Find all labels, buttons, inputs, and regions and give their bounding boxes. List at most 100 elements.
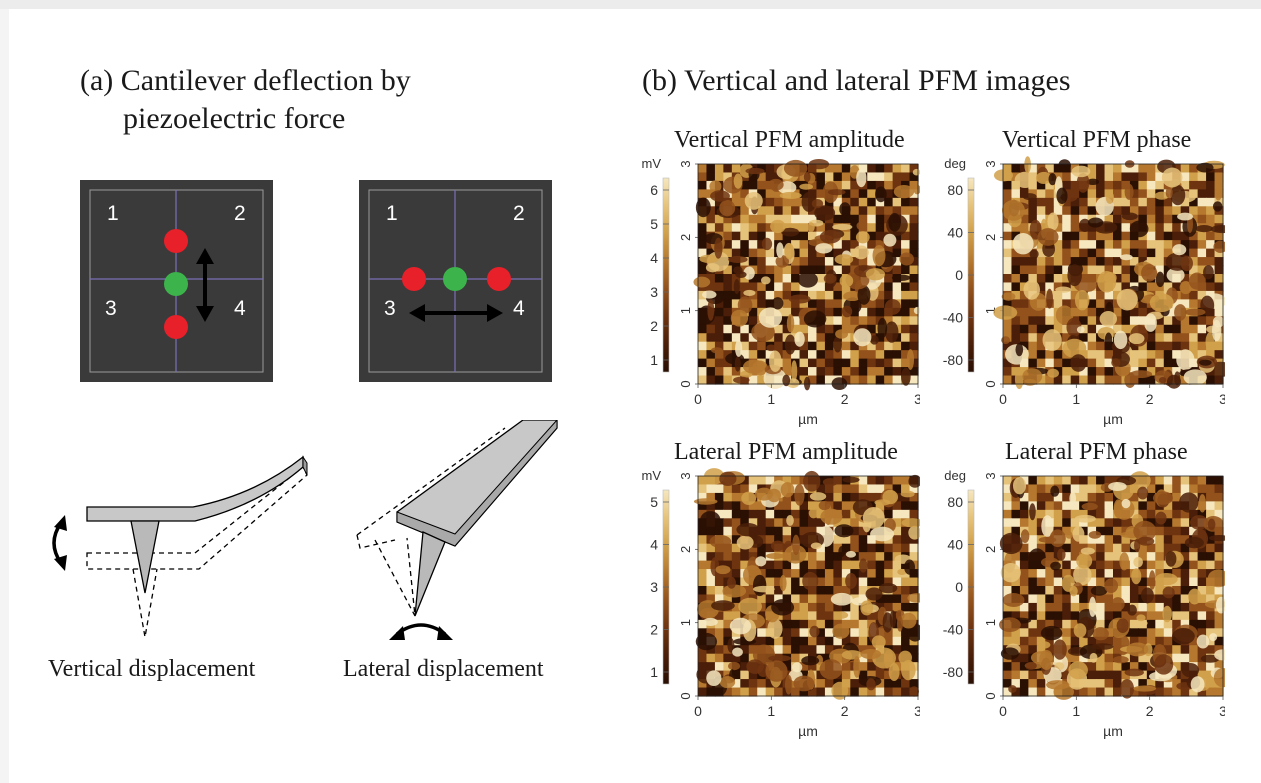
quadrant-label-3: 3 xyxy=(105,297,117,320)
y-axis-tick-label: 1 xyxy=(983,307,998,314)
color-scale-tick-label: 80 xyxy=(947,182,963,198)
color-scale-tick-label: 4 xyxy=(650,250,658,266)
quadrant-label-4: 4 xyxy=(234,297,246,320)
y-axis-tick-label: 0 xyxy=(983,692,998,699)
pfm-image-lateral-amplitude: mV 5 4 3 2 1 3 2 1 00 1 2 3 µm xyxy=(642,468,920,739)
color-scale-tick-label: 40 xyxy=(947,537,963,553)
x-axis-tick-label: 2 xyxy=(841,391,849,407)
pfm-micrograph xyxy=(993,156,1225,390)
y-axis-tick-label: 2 xyxy=(983,234,998,241)
y-axis-tick-label: 0 xyxy=(678,692,693,699)
x-axis-tick-label: 1 xyxy=(1072,391,1080,407)
curved-vertical-arrow-icon xyxy=(52,515,67,571)
color-scale-tick-label: 2 xyxy=(650,622,658,638)
x-axis-tick-label: 3 xyxy=(914,391,920,407)
color-scale-tick-label: 5 xyxy=(650,494,658,510)
x-axis-tick-label: 2 xyxy=(1146,391,1154,407)
x-axis-tick-label: 3 xyxy=(1219,391,1225,407)
color-scale-tick-label: 5 xyxy=(650,216,658,232)
laser-spot-red-left xyxy=(402,267,426,291)
pfm-image-vertical-amplitude: mV 6 5 4 3 2 1 3 2 1 00 1 2 3 µm xyxy=(642,156,920,427)
color-scale-tick-label: 40 xyxy=(947,225,963,241)
y-axis-tick-label: 0 xyxy=(983,380,998,387)
cantilever-beam xyxy=(86,455,308,594)
image-title-lateral-phase: Lateral PFM phase xyxy=(1005,439,1188,465)
color-scale-tick-label: -80 xyxy=(943,664,963,680)
color-scale-tick-label: 1 xyxy=(650,352,658,368)
y-axis-tick-label: 2 xyxy=(678,234,693,241)
cantilever-beam xyxy=(396,420,558,617)
vertical-double-arrow-icon xyxy=(196,248,214,322)
x-axis-tick-label: 1 xyxy=(767,703,775,719)
x-axis-tick-label: 0 xyxy=(999,391,1007,407)
y-axis-tick-label: 3 xyxy=(678,472,693,479)
quadrant-label-2: 2 xyxy=(513,202,525,225)
image-title-lateral-amplitude: Lateral PFM amplitude xyxy=(674,439,898,465)
x-axis-tick-label: 3 xyxy=(1219,703,1225,719)
laser-spot-green-center xyxy=(164,272,188,296)
laser-spot-red-bottom xyxy=(164,315,188,339)
pfm-micrograph xyxy=(693,159,920,391)
panel-a-title-line1: (a) Cantilever deflection by xyxy=(80,64,411,97)
y-axis-tick-label: 3 xyxy=(983,160,998,167)
y-axis-tick-label: 1 xyxy=(983,619,998,626)
panel-a-title-line2: piezoelectric force xyxy=(123,102,346,135)
color-scale-tick-label: 2 xyxy=(650,318,658,334)
x-axis-tick-label: 2 xyxy=(841,703,849,719)
laser-spot-red-right xyxy=(487,267,511,291)
frame-top-border xyxy=(0,0,1261,9)
color-scale-tick-label: -40 xyxy=(943,310,963,326)
cantilever-vertical-diagram xyxy=(52,455,308,638)
x-axis-tick-label: 2 xyxy=(1146,703,1154,719)
image-title-vertical-amplitude: Vertical PFM amplitude xyxy=(674,127,905,153)
quadrant-label-1: 1 xyxy=(107,202,119,225)
x-axis-label: µm xyxy=(1103,723,1123,739)
panel-b-title: (b) Vertical and lateral PFM images xyxy=(642,64,1071,97)
x-axis-tick-label: 0 xyxy=(694,703,702,719)
color-scale-unit: deg xyxy=(944,468,966,483)
laser-spot-red-top xyxy=(164,229,188,253)
color-scale-tick-label: 3 xyxy=(650,284,658,300)
cantilever-tip xyxy=(130,520,160,594)
color-scale-tick-label: -80 xyxy=(943,352,963,368)
cantilever-deflected-outline xyxy=(86,465,308,638)
x-axis-label: µm xyxy=(798,723,818,739)
pfm-micrograph xyxy=(693,468,920,700)
color-scale-unit: deg xyxy=(944,156,966,171)
y-axis-tick-label: 3 xyxy=(983,472,998,479)
y-axis-tick-label: 1 xyxy=(678,619,693,626)
color-scale-tick-label: 4 xyxy=(650,537,658,553)
color-scale-tick-label: -40 xyxy=(943,622,963,638)
x-axis-tick-label: 1 xyxy=(767,391,775,407)
quadrant-label-1: 1 xyxy=(386,202,398,225)
x-axis-tick-label: 1 xyxy=(1072,703,1080,719)
x-axis-tick-label: 0 xyxy=(999,703,1007,719)
quadrant-label-3: 3 xyxy=(384,297,396,320)
y-axis-tick-label: 2 xyxy=(678,546,693,553)
horizontal-double-arrow-icon xyxy=(409,304,503,322)
color-scale-tick-label: 0 xyxy=(955,579,963,595)
color-scale-bar xyxy=(662,177,670,373)
color-scale-tick-label: 3 xyxy=(650,579,658,595)
caption-vertical-displacement: Vertical displacement xyxy=(48,656,256,682)
cantilever-tip xyxy=(414,531,446,617)
color-scale-unit: mV xyxy=(642,156,662,171)
color-scale-tick-label: 6 xyxy=(650,182,658,198)
curved-horizontal-arrow-icon xyxy=(389,623,453,640)
laser-spot-green-center xyxy=(443,267,467,291)
detector-vertical: 1 2 3 4 xyxy=(80,180,273,382)
x-axis-label: µm xyxy=(798,411,818,427)
image-title-vertical-phase: Vertical PFM phase xyxy=(1002,127,1192,153)
x-axis-tick-label: 3 xyxy=(914,703,920,719)
quadrant-label-2: 2 xyxy=(234,202,246,225)
y-axis-tick-label: 0 xyxy=(678,380,693,387)
x-axis-tick-label: 0 xyxy=(694,391,702,407)
cantilever-lateral-diagram xyxy=(356,420,558,640)
y-axis-tick-label: 2 xyxy=(983,546,998,553)
color-scale-tick-label: 0 xyxy=(955,267,963,283)
y-axis-tick-label: 3 xyxy=(678,160,693,167)
color-scale-unit: mV xyxy=(642,468,662,483)
color-scale-tick-label: 80 xyxy=(947,494,963,510)
